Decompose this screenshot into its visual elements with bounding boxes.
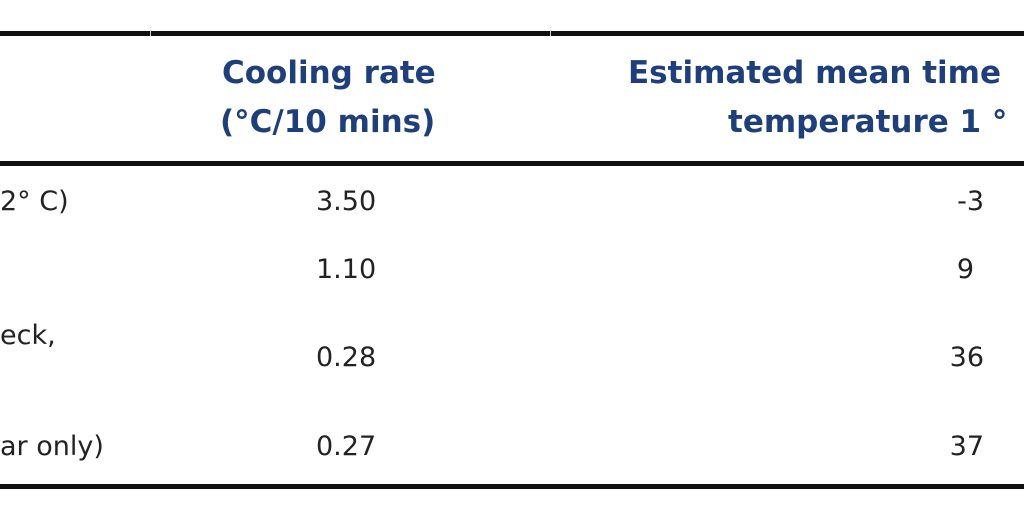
- column-separator: [550, 30, 551, 36]
- column-separator: [150, 30, 151, 36]
- bottom-rule: [0, 484, 1024, 489]
- row-label: eck,: [0, 320, 56, 351]
- mean-time: 9: [956, 254, 974, 285]
- mean-time: 37: [949, 431, 984, 462]
- header-text: Cooling rate: [222, 55, 436, 91]
- cooling-rate: 0.27: [316, 431, 377, 462]
- mean-time: 36: [949, 342, 984, 373]
- row-label: 2° C): [0, 186, 69, 217]
- cooling-rate: 1.10: [316, 254, 377, 285]
- row-label: ar only): [0, 431, 104, 462]
- header-text: (°C/10 mins): [220, 104, 436, 140]
- header-text: Estimated mean time: [628, 55, 1001, 91]
- header-text: temperature 1 °: [728, 104, 1008, 140]
- header-rule: [0, 161, 1024, 166]
- mean-time: -3: [957, 186, 984, 217]
- top-rule: [0, 31, 1024, 36]
- cooling-rate: 0.28: [316, 342, 377, 373]
- cooling-rate: 3.50: [316, 186, 377, 217]
